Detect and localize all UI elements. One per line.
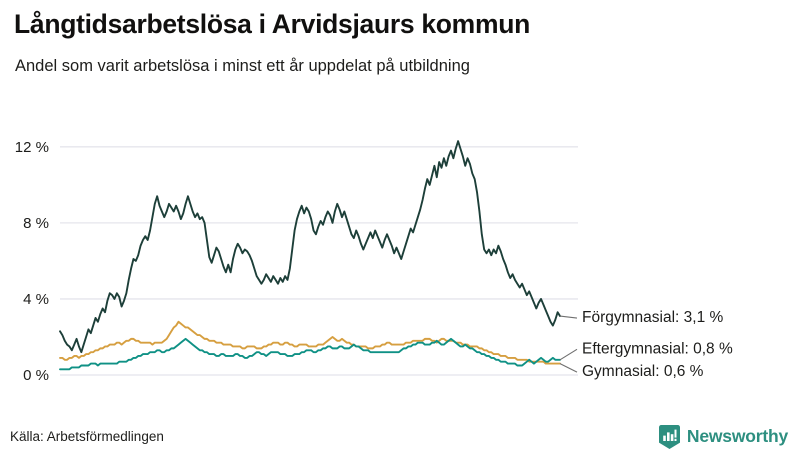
series-end-labels: Förgymnasial: 3,1 % Eftergymnasial: 0,8 %… bbox=[582, 309, 733, 380]
newsworthy-wordmark: Newsworthy bbox=[686, 426, 788, 447]
series-label-gymnasial: Gymnasial: 0,6 % bbox=[582, 363, 704, 380]
leader-line bbox=[559, 363, 578, 373]
leader-line bbox=[559, 315, 578, 319]
series-line-förgymnasial bbox=[59, 140, 561, 354]
y-axis-tick-label: 8 % bbox=[23, 215, 49, 232]
series-line-gymnasial bbox=[59, 320, 561, 365]
chart-plot-area: 0 %4 %8 %12 % 201020152020dec 2024 Förgy… bbox=[0, 95, 800, 395]
y-axis-tick-label: 12 % bbox=[15, 139, 49, 156]
chart-subtitle: Andel som varit arbetslösa i minst ett å… bbox=[15, 57, 470, 75]
series-label-förgymnasial: Förgymnasial: 3,1 % bbox=[582, 309, 723, 326]
y-axis-ticks: 0 % 4 % 8 % 12 % bbox=[15, 139, 49, 384]
chart-title: Långtidsarbetslösa i Arvidsjaurs kommun bbox=[14, 9, 530, 39]
y-axis-tick-label: 4 % bbox=[23, 291, 49, 308]
source-caption: Källa: Arbetsförmedlingen bbox=[10, 429, 164, 444]
label-leader-lines bbox=[559, 315, 578, 373]
leader-line bbox=[559, 348, 578, 361]
line-chart-svg: 0 %4 %8 %12 % 201020152020dec 2024 Förgy… bbox=[15, 139, 733, 384]
newsworthy-logo[interactable]: Newsworthy bbox=[658, 425, 788, 449]
series-label-eftergymnasial: Eftergymnasial: 0,8 % bbox=[582, 340, 733, 357]
series-line-eftergymnasial bbox=[59, 337, 561, 371]
data-series bbox=[59, 140, 561, 371]
bar-chart-icon bbox=[658, 425, 680, 449]
y-axis-tick-label: 0 % bbox=[23, 367, 49, 384]
